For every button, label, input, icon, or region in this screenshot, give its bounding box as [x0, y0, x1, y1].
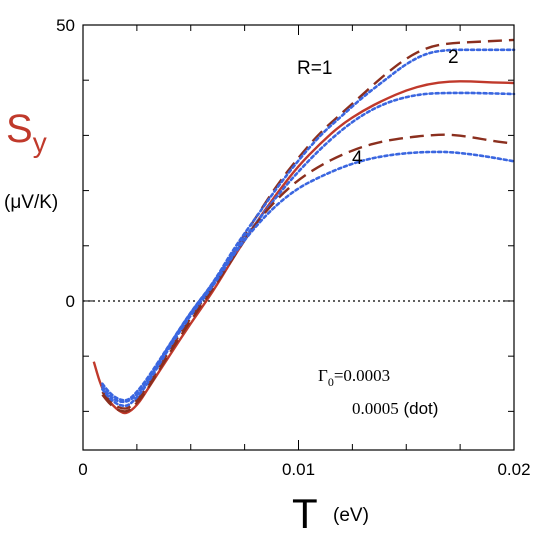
series-line-4: [101, 91, 516, 402]
y-axis-unit: (μV/K): [4, 192, 58, 213]
y-tick-label: 50: [56, 16, 75, 35]
label-r4: 4: [352, 148, 363, 169]
minor-ticks: [82, 24, 515, 450]
gamma-value: =0.0003: [334, 366, 390, 385]
x-tick-label: 0.02: [497, 460, 530, 479]
gamma2-value: 0.0005: [352, 399, 399, 418]
x-tick-label: 0.01: [282, 460, 315, 479]
tick-labels: 0 0.01 0.02 0 50: [56, 16, 530, 479]
x-tick-label: 0: [78, 460, 87, 479]
gamma-subscript: 0: [328, 375, 334, 389]
gamma-symbol: Γ: [318, 366, 328, 385]
label-r1: R=1: [297, 58, 332, 79]
y-axis-label-sub: y: [33, 127, 47, 158]
x-axis-label: T: [292, 490, 318, 535]
series-line-3: [101, 48, 516, 404]
series-line-5: [101, 133, 515, 413]
plot-frame: [82, 24, 515, 451]
series-group: [92, 38, 516, 415]
label-r2: 2: [448, 47, 459, 68]
y-tick-label: 0: [66, 292, 75, 311]
y-axis-label-main: S: [6, 107, 33, 151]
gamma-annotation: Γ0=0.0003: [318, 366, 390, 389]
y-axis-label: Sy: [6, 107, 47, 158]
gamma2-annotation: 0.0005 (dot): [352, 399, 438, 418]
series-line-6: [101, 150, 516, 408]
x-axis-unit: (eV): [333, 505, 369, 526]
gamma2-note: (dot): [399, 399, 439, 418]
